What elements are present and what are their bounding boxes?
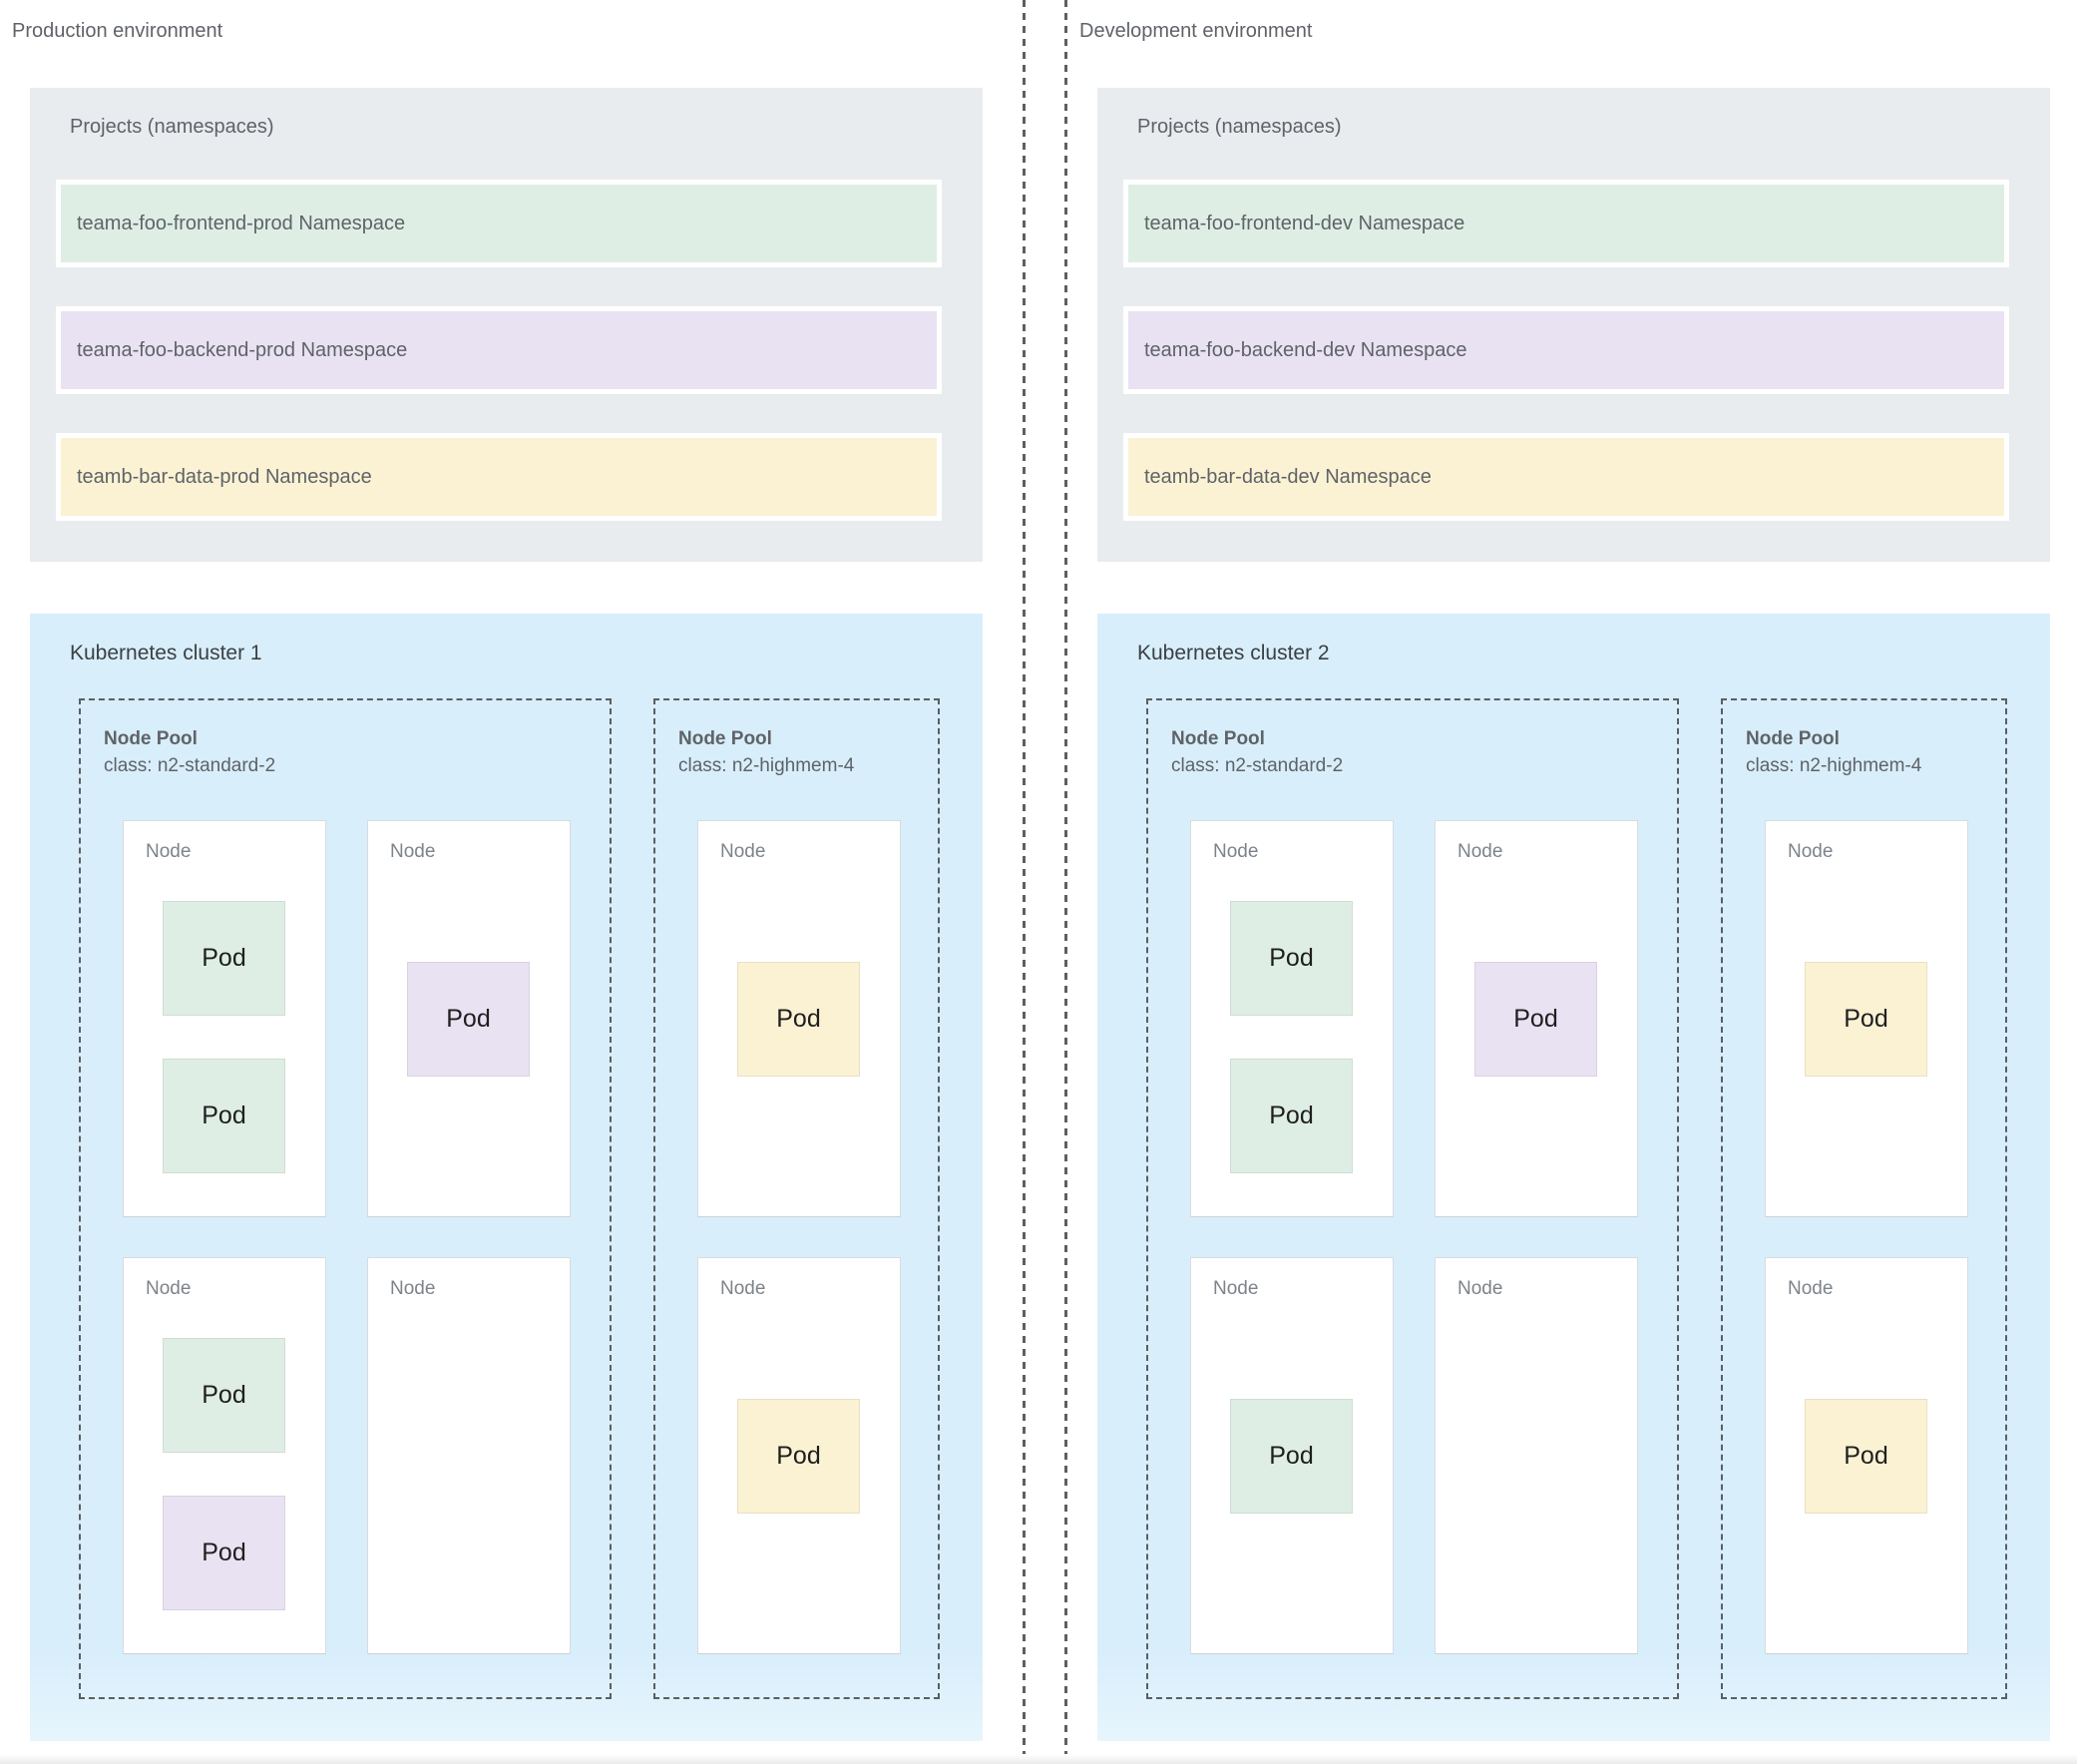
pod-label: Pod: [202, 944, 246, 972]
node: Node Pod: [1765, 1257, 1968, 1654]
production-environment-title: Production environment: [12, 20, 223, 42]
projects-namespaces-label: Projects (namespaces): [1137, 116, 1342, 138]
namespace-label: teama-foo-frontend-prod Namespace: [61, 185, 937, 262]
namespace-bar-data-prod: teamb-bar-data-prod Namespace: [56, 433, 942, 521]
node-empty: Node: [1435, 1257, 1638, 1654]
pod-green: Pod: [1230, 1059, 1353, 1173]
cluster-title: Kubernetes cluster 1: [70, 642, 262, 664]
node-label: Node: [1457, 841, 1503, 862]
pod-yellow: Pod: [737, 1399, 860, 1514]
pod-label: Pod: [776, 1005, 821, 1033]
node-pool-header: Node Pool class: n2-highmem-4: [678, 725, 854, 779]
node-empty: Node: [367, 1257, 571, 1654]
kubernetes-cluster-1-panel: Kubernetes cluster 1 Node Pool class: n2…: [30, 614, 983, 1741]
node-pool-class-label: class: n2-standard-2: [104, 755, 276, 776]
pod-purple: Pod: [407, 962, 530, 1077]
namespace-label: teama-foo-backend-prod Namespace: [61, 311, 937, 389]
node-pool-title: Node Pool: [678, 728, 772, 749]
namespace-bar-backend-prod: teama-foo-backend-prod Namespace: [56, 306, 942, 394]
node: Node Pod: [367, 820, 571, 1217]
pod-label: Pod: [1269, 944, 1314, 972]
namespace-label: teama-foo-backend-dev Namespace: [1128, 311, 2004, 389]
node-pool-highmem-4: Node Pool class: n2-highmem-4 Node Pod N…: [1721, 698, 2007, 1699]
pod-purple: Pod: [163, 1496, 285, 1610]
node: Node Pod: [697, 1257, 901, 1654]
pod-label: Pod: [202, 1539, 246, 1566]
node-label: Node: [146, 1278, 192, 1299]
node-label: Node: [1788, 841, 1834, 862]
development-projects-panel: Projects (namespaces) teama-foo-frontend…: [1097, 88, 2050, 562]
namespace-label: teamb-bar-data-dev Namespace: [1128, 438, 2004, 516]
namespace-bar-backend-dev: teama-foo-backend-dev Namespace: [1123, 306, 2009, 394]
pod-label: Pod: [1513, 1005, 1558, 1033]
node-label: Node: [1788, 1278, 1834, 1299]
production-projects-panel: Projects (namespaces) teama-foo-frontend…: [30, 88, 983, 562]
node-label: Node: [1213, 841, 1259, 862]
node: Node Pod: [697, 820, 901, 1217]
page-bottom-edge: [0, 1754, 2077, 1764]
node-pool-header: Node Pool class: n2-highmem-4: [1746, 725, 1921, 779]
kubernetes-cluster-2-panel: Kubernetes cluster 2 Node Pool class: n2…: [1097, 614, 2050, 1741]
production-environment: Production environment Projects (namespa…: [12, 0, 1010, 1764]
node-pool-title: Node Pool: [1746, 728, 1840, 749]
node-pool-title: Node Pool: [1171, 728, 1265, 749]
node: Node Pod Pod: [123, 1257, 326, 1654]
node-label: Node: [720, 841, 766, 862]
namespace-label: teama-foo-frontend-dev Namespace: [1128, 185, 2004, 262]
node-label: Node: [146, 841, 192, 862]
environment-separator-dashed-line-left: [1023, 0, 1026, 1764]
pod-green: Pod: [163, 901, 285, 1016]
node-pool-standard-2: Node Pool class: n2-standard-2 Node Pod …: [79, 698, 612, 1699]
pod-green: Pod: [1230, 901, 1353, 1016]
node-pool-highmem-4: Node Pool class: n2-highmem-4 Node Pod N…: [653, 698, 940, 1699]
pod-green: Pod: [163, 1338, 285, 1453]
pod-label: Pod: [1844, 1442, 1888, 1470]
pod-label: Pod: [446, 1005, 491, 1033]
pod-yellow: Pod: [737, 962, 860, 1077]
namespace-label: teamb-bar-data-prod Namespace: [61, 438, 937, 516]
node-pool-title: Node Pool: [104, 728, 198, 749]
node-label: Node: [720, 1278, 766, 1299]
node: Node Pod Pod: [123, 820, 326, 1217]
pod-label: Pod: [776, 1442, 821, 1470]
namespace-bar-frontend-prod: teama-foo-frontend-prod Namespace: [56, 180, 942, 267]
node-label: Node: [1213, 1278, 1259, 1299]
pod-yellow: Pod: [1805, 962, 1927, 1077]
pod-label: Pod: [1269, 1102, 1314, 1129]
node-pool-standard-2: Node Pool class: n2-standard-2 Node Pod …: [1146, 698, 1679, 1699]
pod-label: Pod: [1269, 1442, 1314, 1470]
environment-separator-dashed-line-right: [1064, 0, 1067, 1764]
pod-purple: Pod: [1474, 962, 1597, 1077]
cluster-title: Kubernetes cluster 2: [1137, 642, 1330, 664]
node: Node Pod Pod: [1190, 820, 1394, 1217]
projects-namespaces-label: Projects (namespaces): [70, 116, 274, 138]
pod-label: Pod: [202, 1102, 246, 1129]
node: Node Pod: [1765, 820, 1968, 1217]
namespace-bar-frontend-dev: teama-foo-frontend-dev Namespace: [1123, 180, 2009, 267]
pod-label: Pod: [1844, 1005, 1888, 1033]
node: Node Pod: [1190, 1257, 1394, 1654]
node-label: Node: [390, 1278, 436, 1299]
node-pool-class-label: class: n2-highmem-4: [1746, 755, 1922, 776]
node-pool-header: Node Pool class: n2-standard-2: [1171, 725, 1343, 779]
node-pool-class-label: class: n2-highmem-4: [678, 755, 855, 776]
pod-green: Pod: [1230, 1399, 1353, 1514]
development-environment-title: Development environment: [1079, 20, 1313, 42]
pod-label: Pod: [202, 1381, 246, 1409]
pod-green: Pod: [163, 1059, 285, 1173]
node-pool-class-label: class: n2-standard-2: [1171, 755, 1344, 776]
development-environment: Development environment Projects (namesp…: [1079, 0, 2077, 1764]
namespace-bar-data-dev: teamb-bar-data-dev Namespace: [1123, 433, 2009, 521]
node-label: Node: [1457, 1278, 1503, 1299]
node-pool-header: Node Pool class: n2-standard-2: [104, 725, 275, 779]
node: Node Pod: [1435, 820, 1638, 1217]
pod-yellow: Pod: [1805, 1399, 1927, 1514]
node-label: Node: [390, 841, 436, 862]
